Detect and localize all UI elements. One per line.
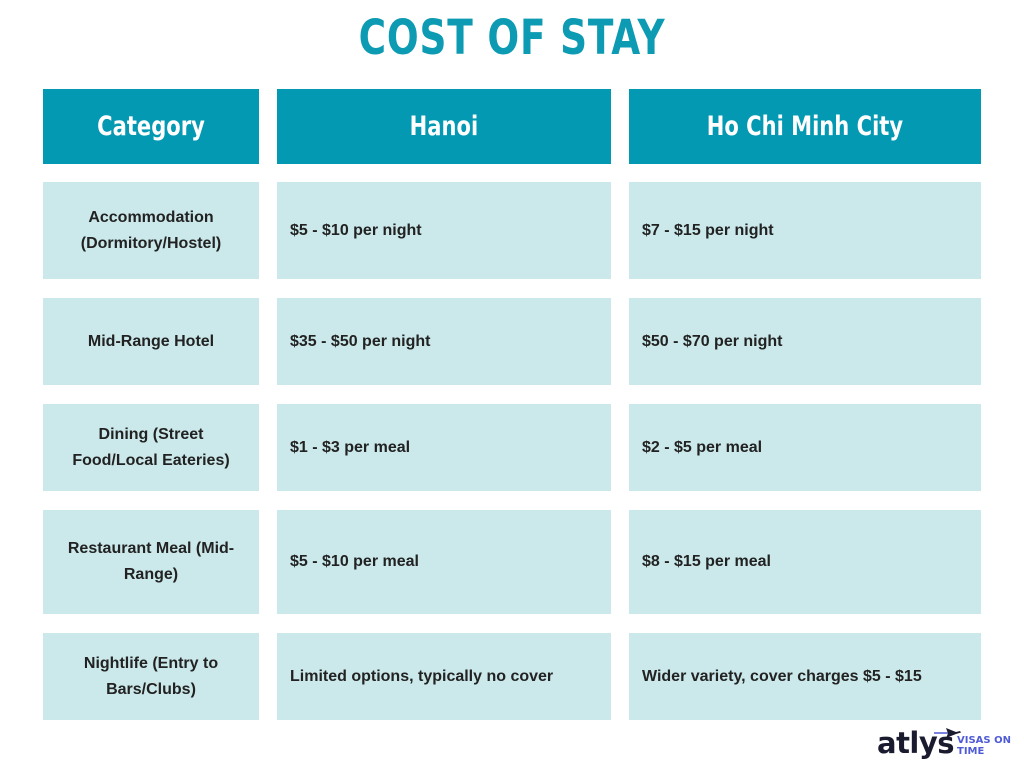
category-line: Dining (Street [98, 425, 204, 443]
category-line: Accommodation [88, 208, 214, 226]
logo-tagline-line: VISAS ON [957, 735, 1011, 746]
category-line: (Dormitory/Hostel) [80, 234, 222, 252]
header-hcmc-label: Ho Chi Minh City [706, 111, 904, 142]
logo-wordmark: atlys [877, 726, 955, 760]
category-line: Food/Local Eateries) [72, 451, 230, 469]
table-cell-hanoi: $5 - $10 per meal [277, 510, 611, 614]
header-hanoi: Hanoi [277, 89, 611, 164]
table-cell-hanoi: Limited options, typically no cover [277, 633, 611, 720]
category-line: Range) [123, 566, 179, 583]
header-hcmc: Ho Chi Minh City [629, 89, 981, 164]
table-row-category: Accommodation (Dormitory/Hostel) [43, 182, 259, 279]
table-cell-hanoi: $1 - $3 per meal [277, 404, 611, 491]
table-cell-hcmc: Wider variety, cover charges $5 - $15 [629, 633, 981, 720]
category-line: Nightlife (Entry to [83, 654, 219, 672]
category-line: Restaurant Meal (Mid- [67, 540, 235, 557]
table-row-category: Nightlife (Entry to Bars/Clubs) [43, 633, 259, 720]
header-hanoi-label: Hanoi [409, 111, 479, 142]
table-cell-hcmc: $7 - $15 per night [629, 182, 981, 279]
header-category-label: Category [97, 111, 205, 142]
header-category: Category [43, 89, 259, 164]
table-row-category: Dining (Street Food/Local Eateries) [43, 404, 259, 491]
logo-tagline: VISAS ON TIME [957, 735, 1011, 757]
page-title: COST OF STAY [358, 10, 666, 66]
table-cell-hcmc: $50 - $70 per night [629, 298, 981, 385]
airplane-icon [934, 728, 961, 738]
table-row-category: Mid-Range Hotel [43, 298, 259, 385]
atlys-logo: atlys VISAS ON TIME [874, 726, 1019, 766]
table-cell-hanoi: $35 - $50 per night [277, 298, 611, 385]
logo-tagline-line: TIME [957, 746, 985, 757]
table-cell-hcmc: $2 - $5 per meal [629, 404, 981, 491]
category-line: Bars/Clubs) [106, 680, 196, 698]
category-line: Mid-Range Hotel [87, 332, 215, 350]
table-cell-hcmc: $8 - $15 per meal [629, 510, 981, 614]
table-cell-hanoi: $5 - $10 per night [277, 182, 611, 279]
table-row-category: Restaurant Meal (Mid- Range) [43, 510, 259, 614]
